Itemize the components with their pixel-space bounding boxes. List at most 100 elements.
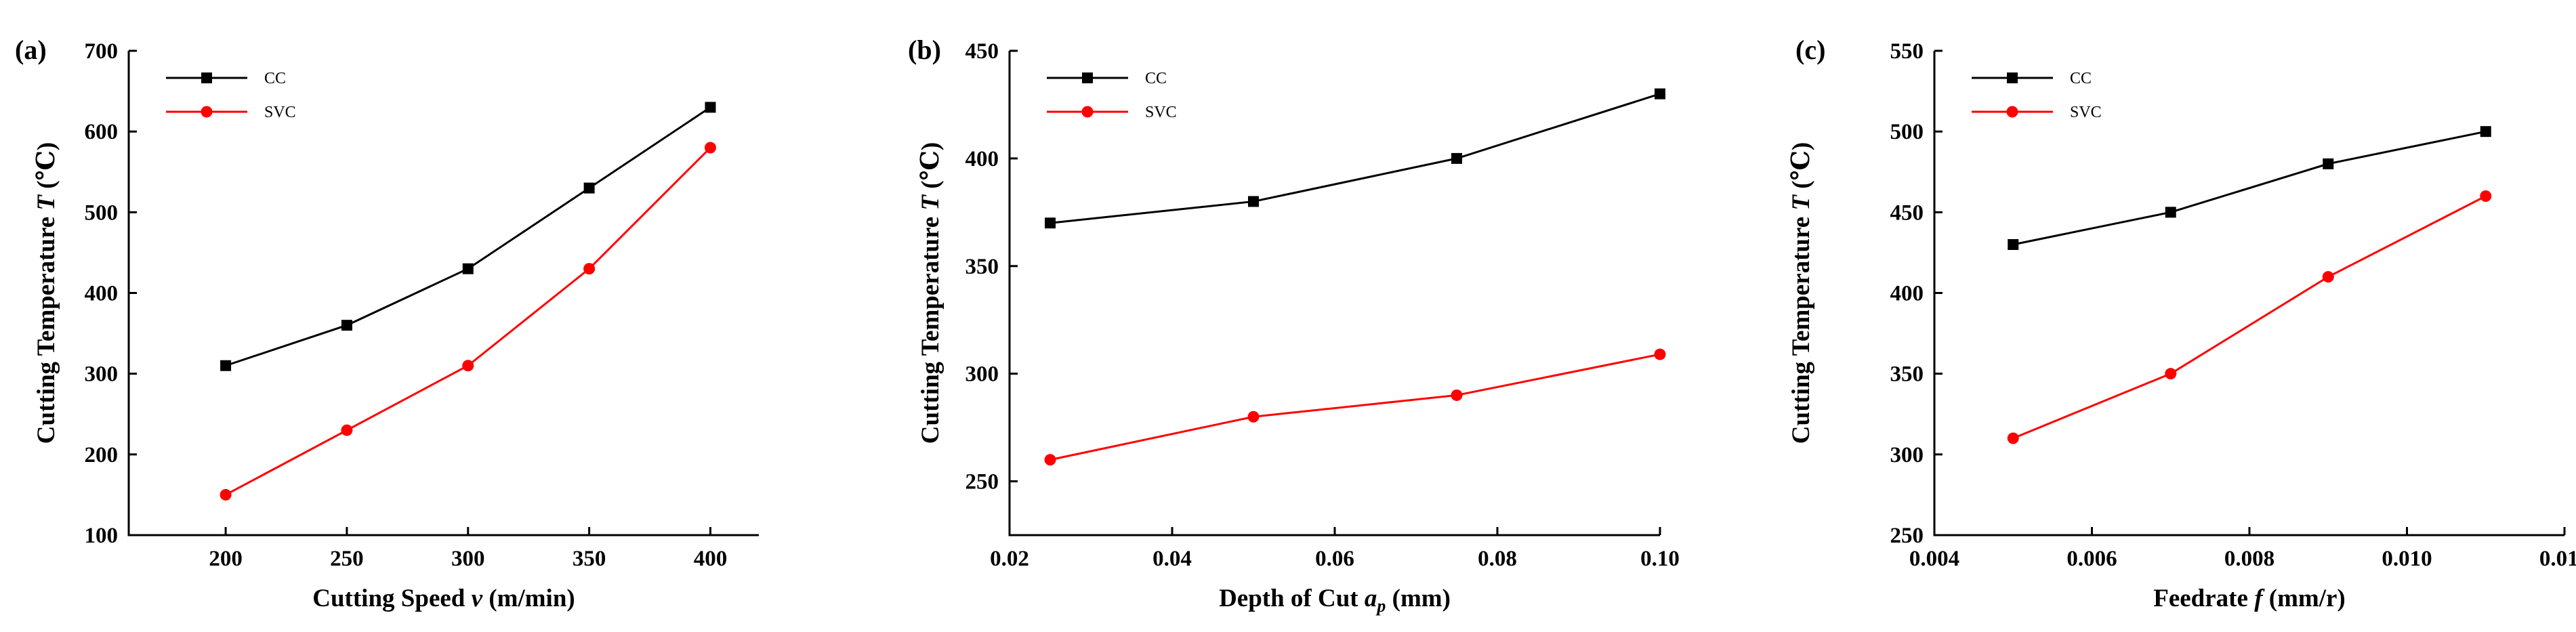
data-point-marker [462, 360, 474, 372]
x-tick-label: 250 [330, 547, 364, 571]
x-tick-label: 200 [209, 547, 243, 571]
series-line [225, 146, 711, 496]
x-tick-label: 0.012 [2539, 547, 2576, 571]
data-point-marker [2323, 158, 2334, 169]
x-axis-title: Cutting Speed v (m/min) [312, 585, 575, 612]
y-tick-label: 400 [1890, 282, 1924, 306]
data-point-marker [341, 424, 353, 436]
series-cc [220, 102, 716, 371]
legend-label: SVC [1145, 104, 1177, 121]
data-point-marker [1045, 217, 1056, 229]
x-tick-label: 0.006 [2066, 547, 2117, 571]
y-tick-label: 500 [1890, 120, 1924, 144]
x-axis-unit: (m/min) [482, 585, 575, 612]
y-axis-unit: (℃) [917, 142, 944, 195]
y-tick-label: 600 [85, 120, 119, 144]
x-tick-label: 0.02 [990, 547, 1029, 571]
y-tick-label: 350 [1890, 362, 1924, 387]
x-tick-label: 0.010 [2382, 547, 2432, 571]
legend: CC SVC [1047, 70, 1177, 121]
y-axis-title: Cutting Temperature T (℃) [917, 142, 944, 444]
data-point-marker [1655, 88, 1665, 100]
series-cc [1045, 88, 1665, 229]
legend-label: SVC [264, 104, 296, 121]
y-tick-label: 300 [1890, 443, 1924, 467]
panel-label: (b) [908, 35, 941, 65]
y-axis-title-text: Cutting Temperature [917, 211, 944, 444]
axis-lines [1008, 51, 1660, 536]
y-axis-unit: (℃) [33, 142, 60, 195]
y-tick-label: 550 [1890, 39, 1924, 64]
y-tick-label: 450 [965, 39, 999, 64]
y-axis-title: Cutting Temperature T (℃) [1787, 142, 1815, 444]
axis-lines [1933, 51, 2564, 536]
y-axis-title-text: Cutting Temperature [33, 211, 60, 444]
data-point-marker [583, 182, 595, 194]
series-svc [220, 142, 716, 501]
data-point-marker [462, 263, 474, 274]
chart-panel-2: (b) 250 300 350 400 450 0.02 0.04 0.06 0.08 0.10 De… [908, 35, 1680, 616]
series-line [1050, 93, 1661, 224]
data-point-marker [220, 360, 232, 371]
legend-marker [201, 72, 212, 83]
x-tick-label: 0.08 [1478, 547, 1517, 571]
y-tick-label: 250 [1890, 524, 1924, 548]
x-tick-label: 0.06 [1315, 547, 1354, 571]
series-line [1050, 353, 1661, 461]
x-axis-variable: v [472, 585, 483, 612]
x-tick-label: 400 [694, 547, 728, 571]
legend-label: CC [2070, 70, 2092, 87]
chart-panel-3: (c) 250 300 350 400 450 500 550 0.004 0.006 0.008 0… [1787, 35, 2576, 612]
y-axis-title: Cutting Temperature T (℃) [33, 142, 60, 444]
series-line [2012, 130, 2487, 246]
series-svc [1044, 348, 1666, 466]
data-point-marker [2480, 126, 2491, 138]
data-point-marker [2322, 271, 2334, 283]
data-point-marker [2007, 432, 2019, 444]
data-point-marker [2480, 190, 2492, 202]
y-tick-label: 450 [1890, 201, 1924, 225]
x-tick-label: 0.04 [1152, 547, 1192, 571]
data-point-marker [220, 488, 232, 501]
legend-marker [1081, 106, 1094, 118]
series-cc [2008, 126, 2491, 250]
data-point-marker [1044, 454, 1056, 466]
axis-lines [127, 51, 759, 536]
legend-label: CC [1145, 70, 1167, 87]
legend-marker [201, 106, 213, 118]
data-point-marker [341, 320, 352, 331]
data-point-marker [704, 142, 716, 154]
x-axis-title-text: Depth of Cut [1219, 585, 1365, 612]
y-axis-variable: T [1787, 194, 1815, 211]
y-axis-variable: T [33, 194, 60, 211]
x-axis-variable: f [2254, 585, 2265, 612]
data-point-marker [1654, 348, 1666, 360]
x-axis-title-text: Feedrate [2153, 585, 2254, 612]
data-point-marker [1451, 389, 1463, 401]
y-axis-title-text: Cutting Temperature [1787, 211, 1815, 444]
x-axis-unit: (mm) [1386, 585, 1451, 612]
y-axis-variable: T [917, 194, 944, 211]
data-point-marker [2165, 368, 2177, 380]
data-point-marker [1248, 196, 1259, 207]
y-tick-label: 400 [965, 147, 999, 171]
panel-label: (c) [1795, 35, 1825, 65]
y-tick-label: 500 [85, 201, 119, 225]
legend-label: SVC [2070, 104, 2102, 121]
legend: CC SVC [166, 70, 296, 121]
x-axis-subscript: p [1375, 596, 1386, 616]
series-line [2012, 195, 2487, 440]
y-tick-label: 300 [965, 362, 999, 387]
legend-marker [2006, 106, 2018, 118]
panel-label: (a) [15, 35, 47, 65]
y-tick-label: 300 [85, 362, 119, 387]
legend-marker [1082, 72, 1093, 83]
legend-marker [2007, 72, 2018, 83]
data-point-marker [705, 102, 716, 113]
x-axis-variable: a [1365, 585, 1377, 612]
legend-label: CC [264, 70, 286, 87]
data-point-marker [1451, 152, 1462, 164]
x-tick-label: 300 [451, 547, 485, 571]
y-tick-label: 200 [85, 443, 119, 467]
